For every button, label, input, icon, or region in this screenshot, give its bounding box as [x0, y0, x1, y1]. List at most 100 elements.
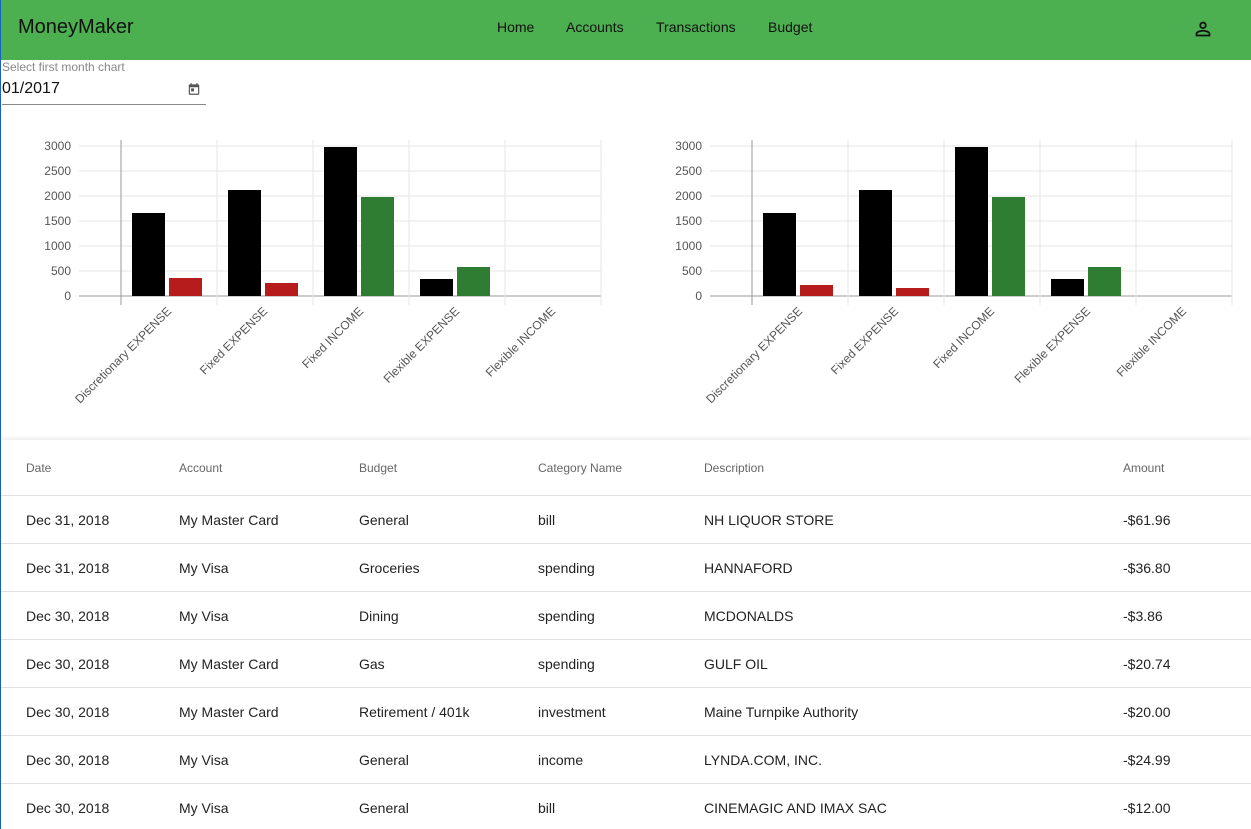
table-cell: General: [359, 752, 409, 768]
table-cell: -$61.96: [1123, 512, 1171, 528]
row-divider: [1, 543, 1251, 544]
date-input[interactable]: 01/2017: [2, 80, 60, 97]
bar: [1088, 267, 1121, 296]
table-cell: Dining: [359, 608, 399, 624]
table-cell: Dec 31, 2018: [26, 512, 110, 528]
table-cell: My Visa: [179, 560, 229, 576]
x-tick-label: Flexible INCOME: [1114, 304, 1189, 379]
table-cell: My Visa: [179, 800, 229, 816]
bar: [420, 279, 453, 296]
table-cell: My Master Card: [179, 656, 279, 672]
table-cell: My Visa: [179, 608, 229, 624]
y-tick-label: 500: [51, 264, 71, 278]
table-cell: LYNDA.COM, INC.: [704, 752, 822, 768]
table-cell: NH LIQUOR STORE: [704, 512, 834, 528]
y-tick-label: 2500: [675, 164, 702, 178]
table-cell: CINEMAGIC AND IMAX SAC: [704, 800, 887, 816]
table-cell: General: [359, 800, 409, 816]
table-cell: bill: [538, 512, 556, 528]
column-header: Category Name: [538, 461, 623, 475]
table-cell: Retirement / 401k: [359, 704, 470, 720]
table-cell: spending: [538, 560, 595, 576]
table-cell: My Visa: [179, 752, 229, 768]
input-underline: [2, 104, 206, 105]
row-divider: [1, 783, 1251, 784]
table-cell: -$36.80: [1123, 560, 1171, 576]
y-tick-label: 500: [682, 264, 702, 278]
bar: [955, 147, 988, 296]
bar: [169, 278, 202, 296]
bar: [228, 190, 261, 296]
table-cell: bill: [538, 800, 556, 816]
table-cell: HANNAFORD: [704, 560, 793, 576]
column-header: Account: [179, 461, 223, 475]
y-tick-label: 3000: [675, 139, 702, 153]
row-divider: [1, 687, 1251, 688]
table-cell: spending: [538, 608, 595, 624]
x-tick-label: Flexible EXPENSE: [1012, 304, 1094, 386]
bar: [1051, 279, 1084, 296]
date-label: Select first month chart: [2, 60, 125, 74]
table-cell: General: [359, 512, 409, 528]
table-cell: My Master Card: [179, 512, 279, 528]
table-cell: Dec 30, 2018: [26, 800, 110, 816]
bar: [859, 190, 892, 296]
bar: [457, 267, 490, 296]
y-tick-label: 3000: [44, 139, 71, 153]
table-cell: GULF OIL: [704, 656, 768, 672]
bar: [992, 197, 1025, 296]
table-cell: -$12.00: [1123, 800, 1171, 816]
x-tick-label: Discretionary EXPENSE: [703, 304, 805, 406]
x-tick-label: Fixed INCOME: [930, 304, 997, 371]
table-cell: Dec 30, 2018: [26, 704, 110, 720]
row-divider: [1, 591, 1251, 592]
table-cell: Dec 30, 2018: [26, 656, 110, 672]
x-tick-label: Discretionary EXPENSE: [72, 304, 174, 406]
bar: [896, 288, 929, 296]
y-tick-label: 1000: [44, 239, 71, 253]
bar: [324, 147, 357, 296]
table-cell: Dec 31, 2018: [26, 560, 110, 576]
calendar-icon[interactable]: [187, 82, 201, 96]
table-cell: spending: [538, 656, 595, 672]
table-cell: -$20.00: [1123, 704, 1171, 720]
table-cell: Gas: [359, 656, 385, 672]
y-tick-label: 1000: [675, 239, 702, 253]
column-header: Date: [26, 461, 52, 475]
brand[interactable]: MoneyMaker: [18, 16, 134, 38]
table-cell: Dec 30, 2018: [26, 608, 110, 624]
table-cell: investment: [538, 704, 606, 720]
nav-link[interactable]: Accounts: [566, 19, 624, 35]
bar: [361, 197, 394, 296]
table-cell: Dec 30, 2018: [26, 752, 110, 768]
user-icon[interactable]: [1192, 18, 1214, 40]
bar: [800, 285, 833, 296]
column-header: Description: [704, 461, 765, 475]
column-header: Budget: [359, 461, 398, 475]
x-tick-label: Fixed EXPENSE: [197, 304, 270, 377]
column-header: Amount: [1123, 461, 1165, 475]
chart: 0 500 1000 1500 2000 2500 3000 Discretionary EX…: [44, 139, 602, 406]
nav-link[interactable]: Budget: [768, 19, 813, 35]
y-tick-label: 2500: [44, 164, 71, 178]
bar: [763, 213, 796, 296]
nav-link[interactable]: Transactions: [656, 19, 736, 35]
table-cell: -$20.74: [1123, 656, 1171, 672]
table-cell: My Master Card: [179, 704, 279, 720]
app-bar: MoneyMaker Home Accounts Transactions Bu…: [1, 0, 1251, 60]
x-tick-label: Flexible INCOME: [483, 304, 558, 379]
chart: 0 500 1000 1500 2000 2500 3000 Discretionary EX…: [675, 139, 1233, 406]
y-tick-label: 0: [695, 289, 702, 303]
table-cell: MCDONALDS: [704, 608, 794, 624]
y-tick-label: 2000: [44, 189, 71, 203]
row-divider: [1, 495, 1251, 496]
x-tick-label: Fixed EXPENSE: [828, 304, 901, 377]
y-tick-label: 1500: [675, 214, 702, 228]
table-cell: Maine Turnpike Authority: [704, 704, 859, 720]
row-divider: [1, 639, 1251, 640]
nav-link[interactable]: Home: [497, 19, 535, 35]
table-cell: -$3.86: [1123, 608, 1163, 624]
bar: [132, 213, 165, 296]
row-divider: [1, 735, 1251, 736]
